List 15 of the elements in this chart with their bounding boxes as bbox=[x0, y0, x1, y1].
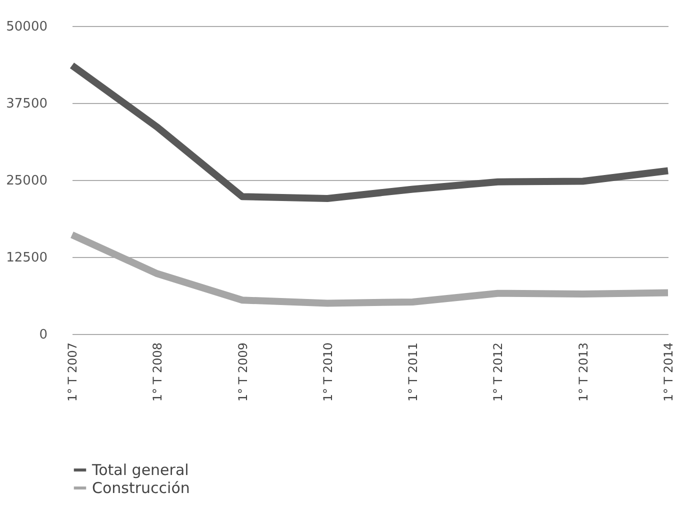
x-tick-label: 1° T 2010 bbox=[320, 342, 335, 402]
x-tick-label: 1° T 2014 bbox=[662, 342, 676, 402]
legend-label: Total general bbox=[91, 461, 189, 479]
y-tick-label: 12500 bbox=[6, 250, 48, 266]
x-tick-label: 1° T 2011 bbox=[406, 342, 420, 402]
x-tick-label: 1° T 2007 bbox=[66, 342, 80, 402]
x-tick-label: 1° T 2013 bbox=[576, 342, 590, 402]
y-tick-label: 25000 bbox=[6, 174, 48, 188]
x-tick-label: 1° T 2012 bbox=[491, 342, 506, 402]
x-tick-label: 1° T 2009 bbox=[236, 342, 250, 402]
x-tick-label: 1° T 2008 bbox=[150, 342, 165, 402]
y-tick-label: 0 bbox=[39, 328, 48, 342]
y-tick-label: 50000 bbox=[6, 20, 48, 34]
legend-label: Construcción bbox=[92, 479, 190, 497]
y-tick-label: 37500 bbox=[6, 96, 48, 112]
